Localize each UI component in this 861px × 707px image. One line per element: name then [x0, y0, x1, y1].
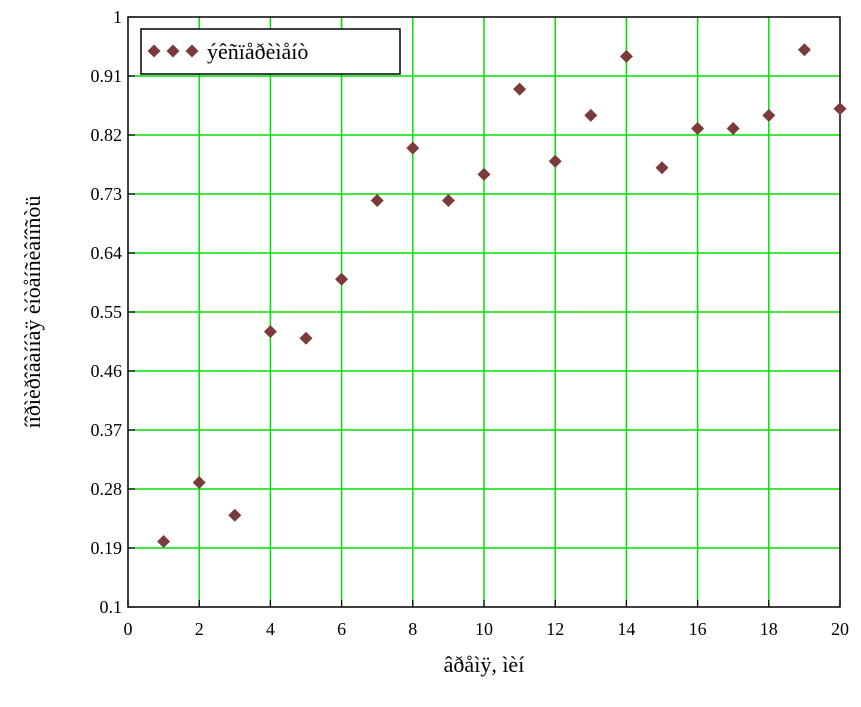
x-tick-label: 16: [689, 619, 707, 639]
data-points: [157, 43, 847, 548]
data-point: [726, 121, 740, 135]
legend: ýêñïåðèìåíò: [140, 28, 401, 75]
x-tick-label: 14: [617, 619, 635, 639]
data-point: [335, 272, 349, 286]
x-tick-label: 10: [475, 619, 493, 639]
data-point: [691, 121, 705, 135]
data-point: [762, 108, 776, 122]
x-tick-label: 12: [546, 619, 564, 639]
y-tick-label: 0.64: [91, 243, 123, 263]
y-tick-label: 0.46: [91, 361, 123, 381]
y-tick-label: 0.28: [91, 479, 123, 499]
y-tick-label: 1: [113, 7, 122, 27]
x-tick-label: 18: [760, 619, 778, 639]
data-point: [833, 102, 847, 116]
x-tick-label: 0: [124, 619, 133, 639]
x-axis-title: âðåìÿ, ìèí: [444, 652, 525, 677]
x-tick-label: 4: [266, 619, 275, 639]
data-point: [157, 534, 171, 548]
legend-box: [140, 28, 401, 75]
data-point: [370, 194, 384, 208]
x-axis-tick-labels: 0 2 4 6 8 10 12 14 16 18 20: [124, 619, 850, 639]
data-point: [548, 154, 562, 168]
data-point: [406, 141, 420, 155]
data-point: [299, 331, 313, 345]
x-tick-label: 8: [408, 619, 417, 639]
y-tick-label: 0.82: [91, 125, 123, 145]
data-point: [263, 325, 277, 339]
data-point: [619, 49, 633, 63]
legend-marker-group: [147, 44, 199, 58]
y-tick-label: 0.73: [91, 184, 123, 204]
data-point: [477, 167, 491, 181]
plot-area-frame: [127, 16, 841, 608]
y-tick-label: 0.1: [100, 597, 123, 617]
x-tick-label: 20: [831, 619, 849, 639]
data-point: [441, 194, 455, 208]
data-point: [192, 475, 206, 489]
y-axis-tick-labels: 0.1 0.19 0.28 0.37 0.46 0.55 0.64 0.73 0.82 0.91 1: [91, 7, 123, 617]
y-tick-label: 0.19: [91, 538, 123, 558]
data-point: [584, 108, 598, 122]
legend-marker: [166, 44, 180, 58]
legend-label: ýêñïåðèìåíò: [207, 39, 308, 64]
x-tick-label: 2: [195, 619, 204, 639]
data-point: [228, 508, 242, 522]
grid-lines: [128, 17, 840, 607]
x-tick-label: 6: [337, 619, 346, 639]
legend-marker: [185, 44, 199, 58]
y-axis-title: íîðìèðîâàííàÿ èíòåíñèâíîñòü: [20, 196, 45, 429]
y-tick-label: 0.55: [91, 302, 123, 322]
data-point: [797, 43, 811, 57]
y-tick-label: 0.91: [91, 66, 123, 86]
data-point: [513, 82, 527, 96]
y-tick-label: 0.37: [91, 420, 123, 440]
legend-marker: [147, 44, 161, 58]
data-point: [655, 161, 669, 175]
